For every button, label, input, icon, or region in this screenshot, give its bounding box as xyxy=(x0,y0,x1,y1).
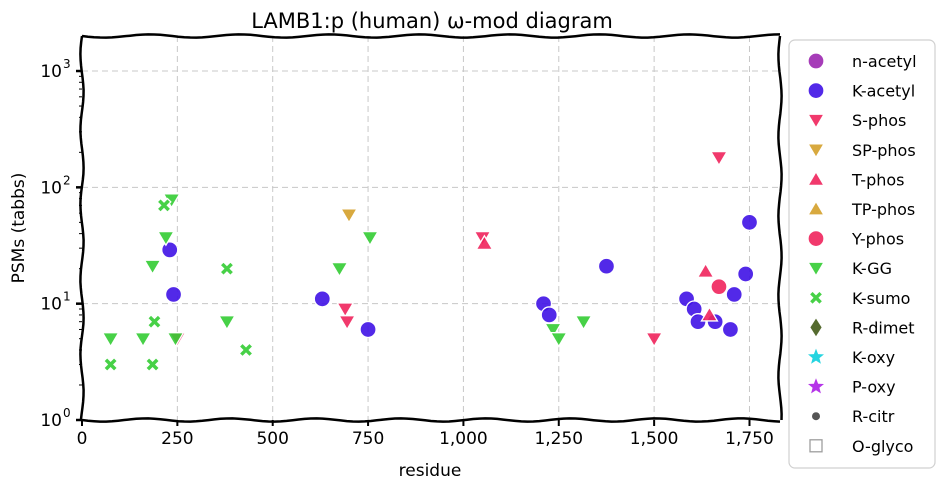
x-tick-label: 0 xyxy=(77,429,88,449)
y-tick-label: 10 xyxy=(40,62,62,82)
x-tick-label: 1,000 xyxy=(439,429,488,449)
legend-label-y-phos: Y-phos xyxy=(851,230,904,249)
plot-frame xyxy=(79,33,783,423)
legend-box xyxy=(788,39,936,469)
data-point-k-gg xyxy=(549,332,568,348)
data-point-k-acetyl xyxy=(721,320,740,339)
data-point-k-sumo xyxy=(146,313,163,330)
legend-label-r-citr: R-citr xyxy=(852,407,895,426)
data-point-k-gg xyxy=(574,315,593,331)
legend-marker-tp-phos xyxy=(806,200,826,216)
data-point-k-gg xyxy=(360,230,380,247)
data-point-k-sumo xyxy=(156,197,172,214)
data-point-k-gg xyxy=(543,322,563,339)
legend-marker-k-acetyl xyxy=(807,81,825,100)
legend-label-t-phos: T-phos xyxy=(851,170,905,189)
legend-marker-p-oxy xyxy=(808,378,824,394)
legend-marker-k-gg xyxy=(806,261,826,278)
x-tick-label: 1,250 xyxy=(534,429,583,449)
data-point-k-gg xyxy=(330,262,349,278)
y-tick-exponent: 3 xyxy=(63,57,71,71)
data-point-k-gg xyxy=(133,332,153,348)
data-point-k-sumo xyxy=(102,356,119,373)
y-axis-label: PSMs (tabbs) xyxy=(9,173,29,284)
data-point-t-phos xyxy=(475,234,494,251)
x-tick-label: 1,500 xyxy=(630,429,679,449)
legend: n-acetyl K-acetyl S-phos SP-phos T-phos TP-ph… xyxy=(788,39,936,469)
grid xyxy=(82,36,780,420)
data-points xyxy=(101,151,759,373)
legend-label-k-gg: K-GG xyxy=(852,259,892,278)
legend-marker-r-citr xyxy=(812,412,820,421)
legend-label-k-sumo: K-sumo xyxy=(852,289,910,308)
legend-label-k-acetyl: K-acetyl xyxy=(852,82,915,101)
data-point-k-acetyl xyxy=(597,257,616,275)
legend-marker-s-phos xyxy=(806,113,826,130)
data-point-t-phos xyxy=(700,306,719,322)
x-axis-ticks: 0 250 500 750 1,000 1,250 1,500 1,750 xyxy=(77,420,774,449)
data-point-k-acetyl xyxy=(689,313,707,331)
data-point-k-sumo xyxy=(219,260,235,277)
legend-marker-k-sumo xyxy=(808,290,824,306)
data-point-k-gg xyxy=(166,332,185,348)
data-point-k-gg xyxy=(156,230,176,247)
data-point-t-phos xyxy=(696,262,715,278)
legend-marker-o-glyco xyxy=(809,439,823,453)
legend-marker-t-phos xyxy=(806,170,826,187)
legend-marker-sp-phos xyxy=(806,143,826,159)
legend-marker-y-phos xyxy=(807,229,825,248)
legend-label-k-oxy: K-oxy xyxy=(852,348,895,367)
y-tick-exponent: 1 xyxy=(63,290,71,304)
data-point-s-phos xyxy=(337,315,357,331)
x-tick-label: 1,750 xyxy=(725,429,774,449)
data-point-k-sumo xyxy=(238,342,254,358)
data-point-s-phos xyxy=(709,151,729,167)
data-point-k-acetyl xyxy=(161,241,179,259)
legend-label-p-oxy: P-oxy xyxy=(852,378,896,397)
data-point-k-sumo xyxy=(144,356,161,373)
y-tick-exponent: 0 xyxy=(63,406,71,420)
legend-label-s-phos: S-phos xyxy=(852,111,906,130)
y-tick-label: 10 xyxy=(40,178,62,198)
legend-label-tp-phos: TP-phos xyxy=(851,200,915,219)
legend-label-r-dimet: R-dimet xyxy=(852,318,915,337)
x-tick-label: 500 xyxy=(256,429,288,449)
data-point-k-acetyl xyxy=(359,320,377,339)
data-point-k-acetyl xyxy=(740,213,759,232)
legend-marker-n-acetyl xyxy=(807,52,825,70)
y-tick-label: 10 xyxy=(40,411,62,431)
legend-marker-r-dimet xyxy=(810,318,822,337)
legend-label-n-acetyl: n-acetyl xyxy=(852,52,917,71)
legend-label-sp-phos: SP-phos xyxy=(852,141,916,160)
data-point-k-acetyl xyxy=(725,285,743,304)
data-point-s-phos xyxy=(336,302,355,318)
data-point-k-acetyl xyxy=(313,290,331,308)
y-tick-exponent: 2 xyxy=(63,173,71,187)
x-tick-label: 250 xyxy=(161,429,193,449)
data-point-sp-phos xyxy=(339,208,359,224)
x-tick-label: 750 xyxy=(352,429,384,449)
data-point-k-acetyl xyxy=(737,265,755,283)
data-point-k-gg xyxy=(217,315,237,331)
data-point-s-phos xyxy=(644,332,664,348)
data-point-k-acetyl xyxy=(164,285,183,304)
y-tick-label: 10 xyxy=(40,295,62,315)
legend-marker-k-oxy xyxy=(808,348,824,364)
data-point-k-gg xyxy=(101,332,120,348)
chart-title: LAMB1:p (human) ω-mod diagram xyxy=(251,9,613,33)
data-point-k-gg xyxy=(143,259,162,276)
data-point-k-acetyl xyxy=(540,306,558,324)
x-axis-label: residue xyxy=(399,461,462,481)
legend-items: n-acetyl K-acetyl S-phos SP-phos T-phos TP-ph… xyxy=(806,52,917,456)
legend-label-o-glyco: O-glyco xyxy=(852,437,913,456)
data-point-y-phos xyxy=(710,278,728,296)
